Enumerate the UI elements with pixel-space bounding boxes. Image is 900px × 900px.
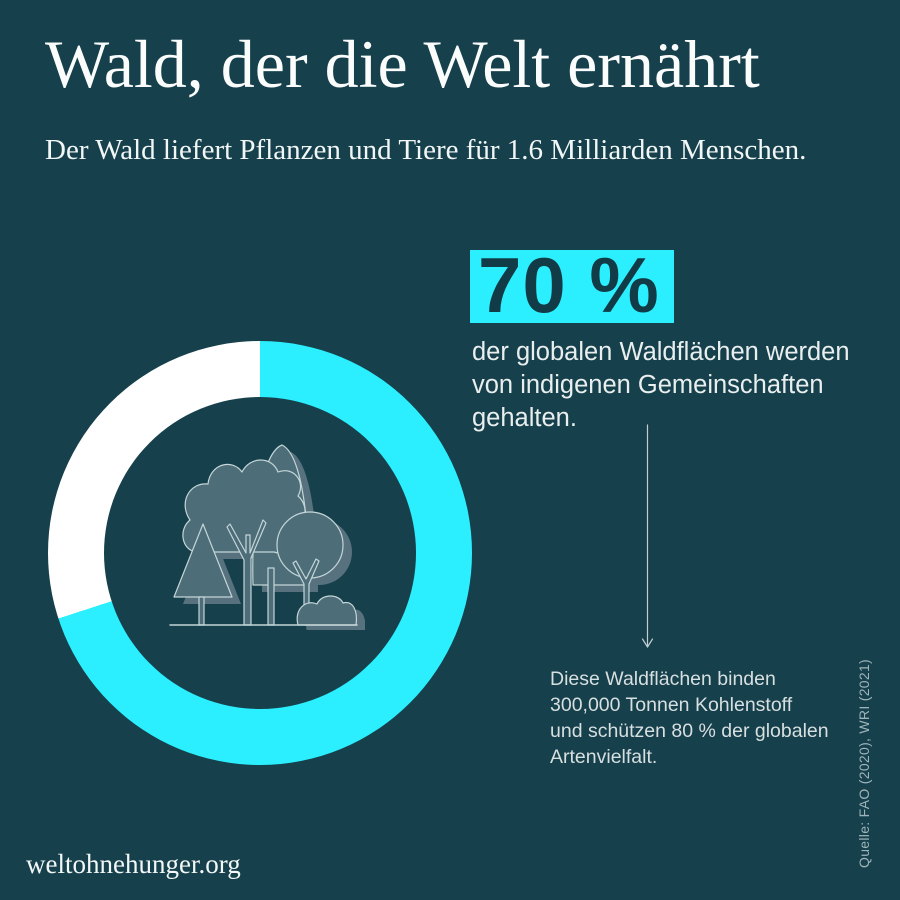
page-title: Wald, der die Welt ernährt xyxy=(45,26,760,102)
annotation-line: 300,000 Tonnen Kohlenstoff xyxy=(550,694,793,716)
website-url: weltohnehunger.org xyxy=(26,849,241,879)
forest-main-layer xyxy=(169,444,358,626)
source-citation: Quelle: FAO (2020), WRI (2021) xyxy=(856,659,872,868)
round-tree-canopy xyxy=(276,511,344,579)
donut-chart xyxy=(48,341,472,765)
stat-description-line: gehalten. xyxy=(472,404,577,432)
stat-description-line: von indigenen Gemeinschaften xyxy=(472,371,824,399)
stat-value-badge: 70 % xyxy=(470,246,674,324)
stat-value: 70 % xyxy=(478,241,660,329)
tall-tree-trunk xyxy=(267,567,275,626)
annotation-line: Artenvielfalt. xyxy=(550,746,658,768)
broadleaf-trunk xyxy=(226,519,267,626)
bush-shape xyxy=(296,595,358,626)
down-arrow-icon xyxy=(641,424,654,648)
subtitle: Der Wald liefert Pflanzen und Tiere für … xyxy=(45,134,807,166)
stat-description: der globalen Waldflächen werden von indi… xyxy=(472,336,872,435)
stat-description-line: der globalen Waldflächen werden xyxy=(472,338,850,366)
forest-illustration-icon xyxy=(169,444,365,630)
annotation-text: Diese Waldflächen binden 300,000 Tonnen … xyxy=(550,666,860,770)
annotation-line: und schützen 80 % der globalen xyxy=(550,720,829,742)
pine-trunk xyxy=(198,596,205,626)
annotation-line: Diese Waldflächen binden xyxy=(550,668,776,690)
